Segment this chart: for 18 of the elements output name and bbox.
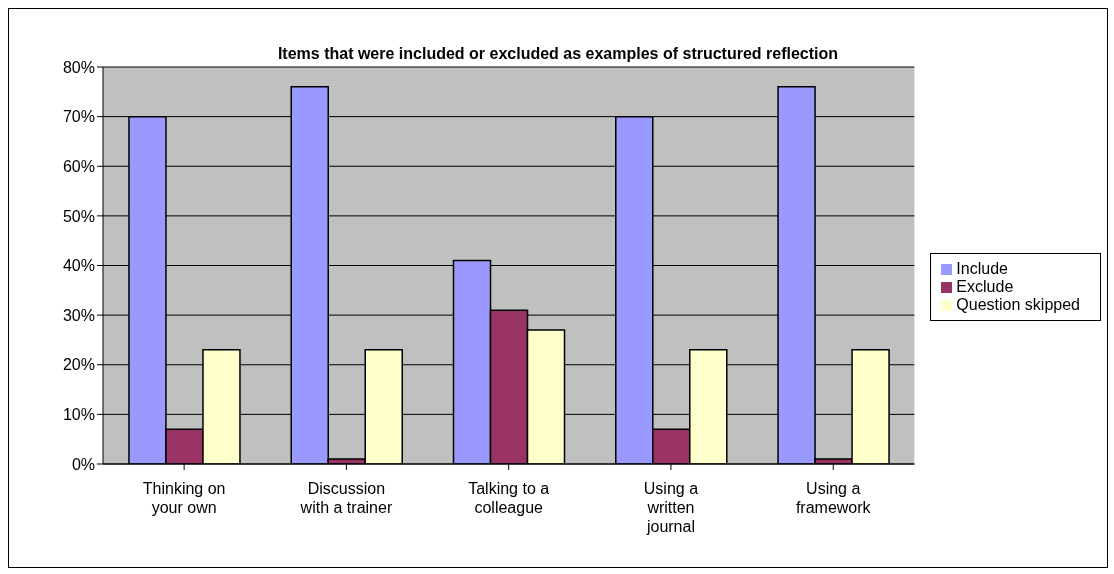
x-tick-label: Thinking on your own [142,480,226,516]
y-tick-label: 30% [62,306,95,324]
y-tick-label: 80% [62,58,95,76]
y-tick-label: 60% [62,157,95,175]
y-tick-label: 20% [62,356,95,374]
chart-title: Items that were included or excluded as examples of structured reflection [277,45,839,62]
legend-label: Question skipped [956,295,1080,313]
y-tick-label: 0% [71,455,95,473]
x-tick-label: Discussion with a trainer [299,480,393,516]
x-tick-label: Using a framework [795,480,872,516]
y-tick-label: 70% [62,108,95,126]
x-tick-label: Talking to a colleague [468,480,550,516]
y-tick-label: 50% [62,207,95,225]
y-tick-label: 10% [62,406,95,424]
legend-label: Include [956,259,1008,277]
x-tick-label: Using a written journal [643,480,699,535]
legend-label: Exclude [956,277,1014,295]
y-tick-label: 40% [62,257,95,275]
